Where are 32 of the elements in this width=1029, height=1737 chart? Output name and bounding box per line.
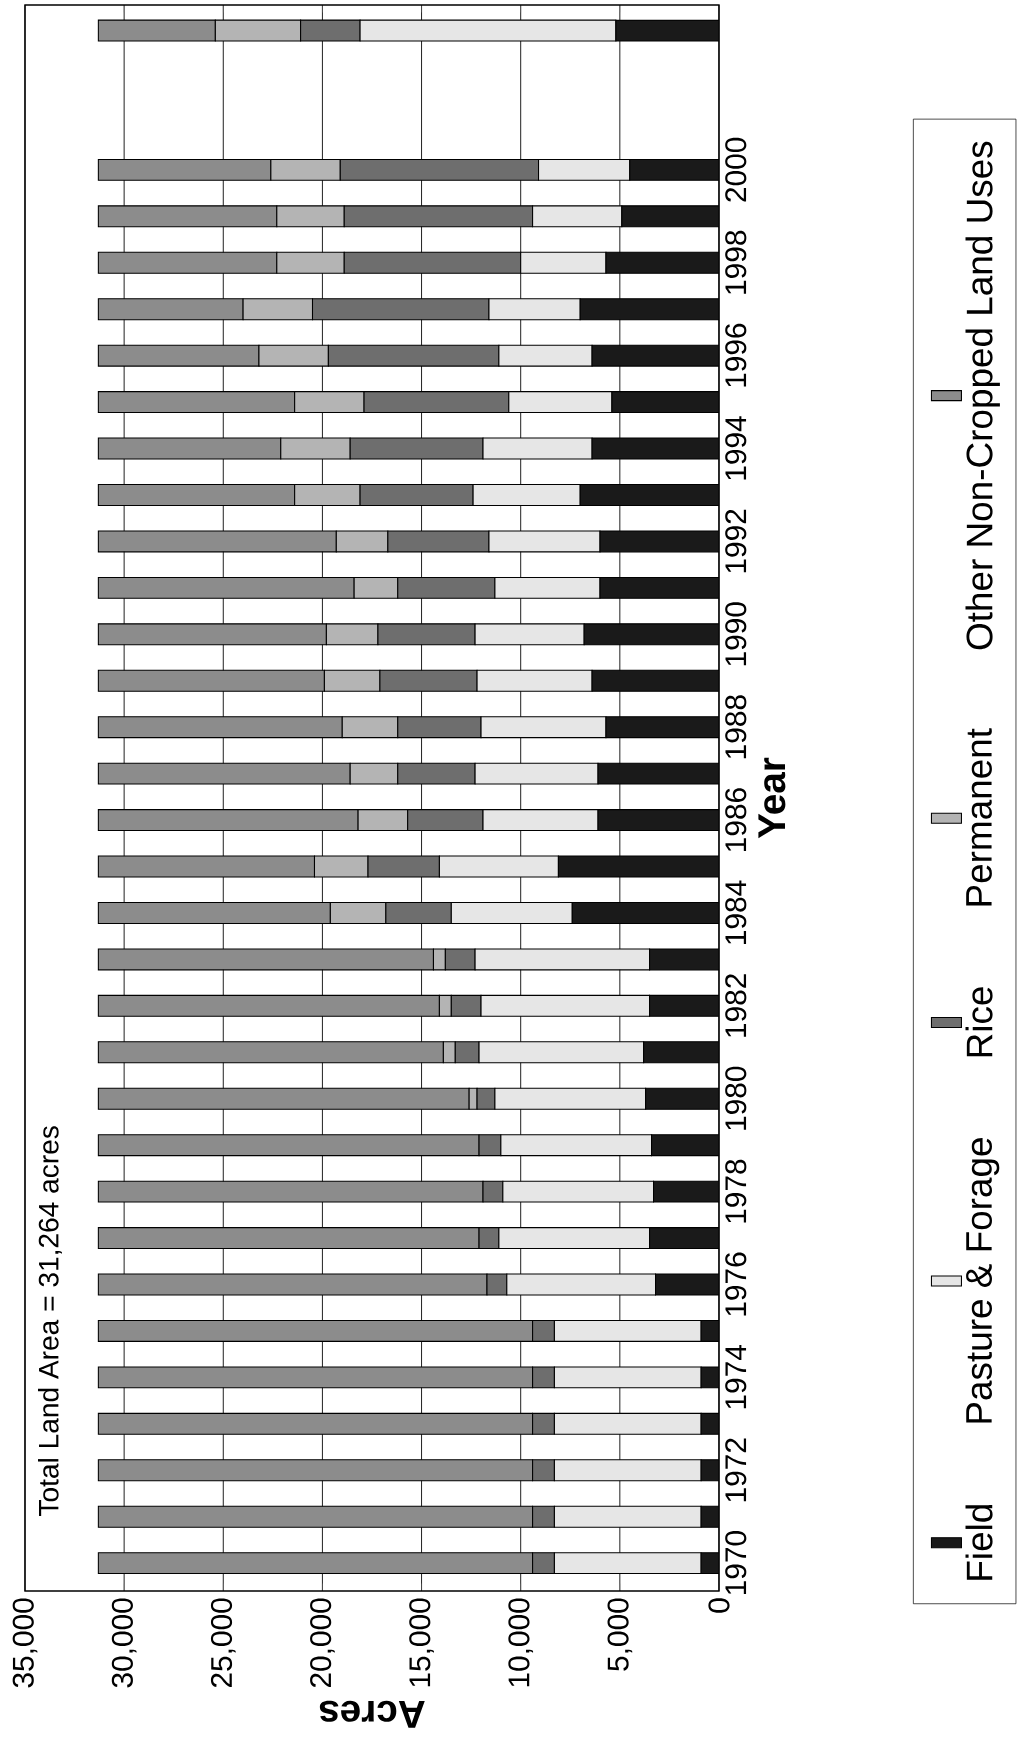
legend-label: Permanent	[966, 728, 992, 906]
x-tick-label: 0	[708, 1598, 730, 1613]
y-tick-label: 1992	[725, 509, 747, 573]
y-axis-title: Year	[758, 757, 786, 839]
y-tick-label: 1996	[725, 323, 747, 387]
y-tick-label: 1976	[725, 1252, 747, 1316]
y-tick-label: 1982	[725, 974, 747, 1037]
x-tick-label: 15,000	[409, 1598, 434, 1687]
x-tick-label: 10,000	[508, 1598, 534, 1687]
x-tick-label: 5,000	[607, 1598, 633, 1671]
y-tick-label: 1978	[725, 1159, 747, 1223]
y-tick-label: 1990	[725, 602, 747, 666]
y-tick-label: 1980	[725, 1066, 747, 1130]
y-tick-label: 1998	[725, 230, 747, 294]
legend-label: Rice	[965, 987, 993, 1057]
y-tick-label: 1972	[725, 1438, 747, 1502]
y-tick-label: 1986	[725, 788, 747, 852]
x-tick-label: 30,000	[111, 1598, 137, 1688]
y-tick-label: 1984	[725, 880, 747, 944]
y-tick-label: 2000	[725, 137, 747, 202]
x-tick-label: 20,000	[310, 1598, 335, 1688]
y-tick-label: 1974	[725, 1345, 747, 1409]
x-tick-label: 25,000	[210, 1598, 236, 1688]
legend-label: Pasture & Forage	[966, 1138, 1000, 1423]
y-tick-label: 1988	[725, 695, 747, 759]
y-tick-label: 1970	[725, 1531, 747, 1595]
legend-label: Field	[965, 1505, 993, 1580]
legend-label: Other Non-Cropped Land Uses	[965, 141, 1000, 650]
x-tick-label: 35,000	[12, 1598, 38, 1688]
x-axis-title: Acres	[319, 1700, 425, 1728]
annotation: Total Land Area = 31,264 acres	[37, 1126, 62, 1516]
y-tick-label: 1994	[725, 416, 747, 480]
